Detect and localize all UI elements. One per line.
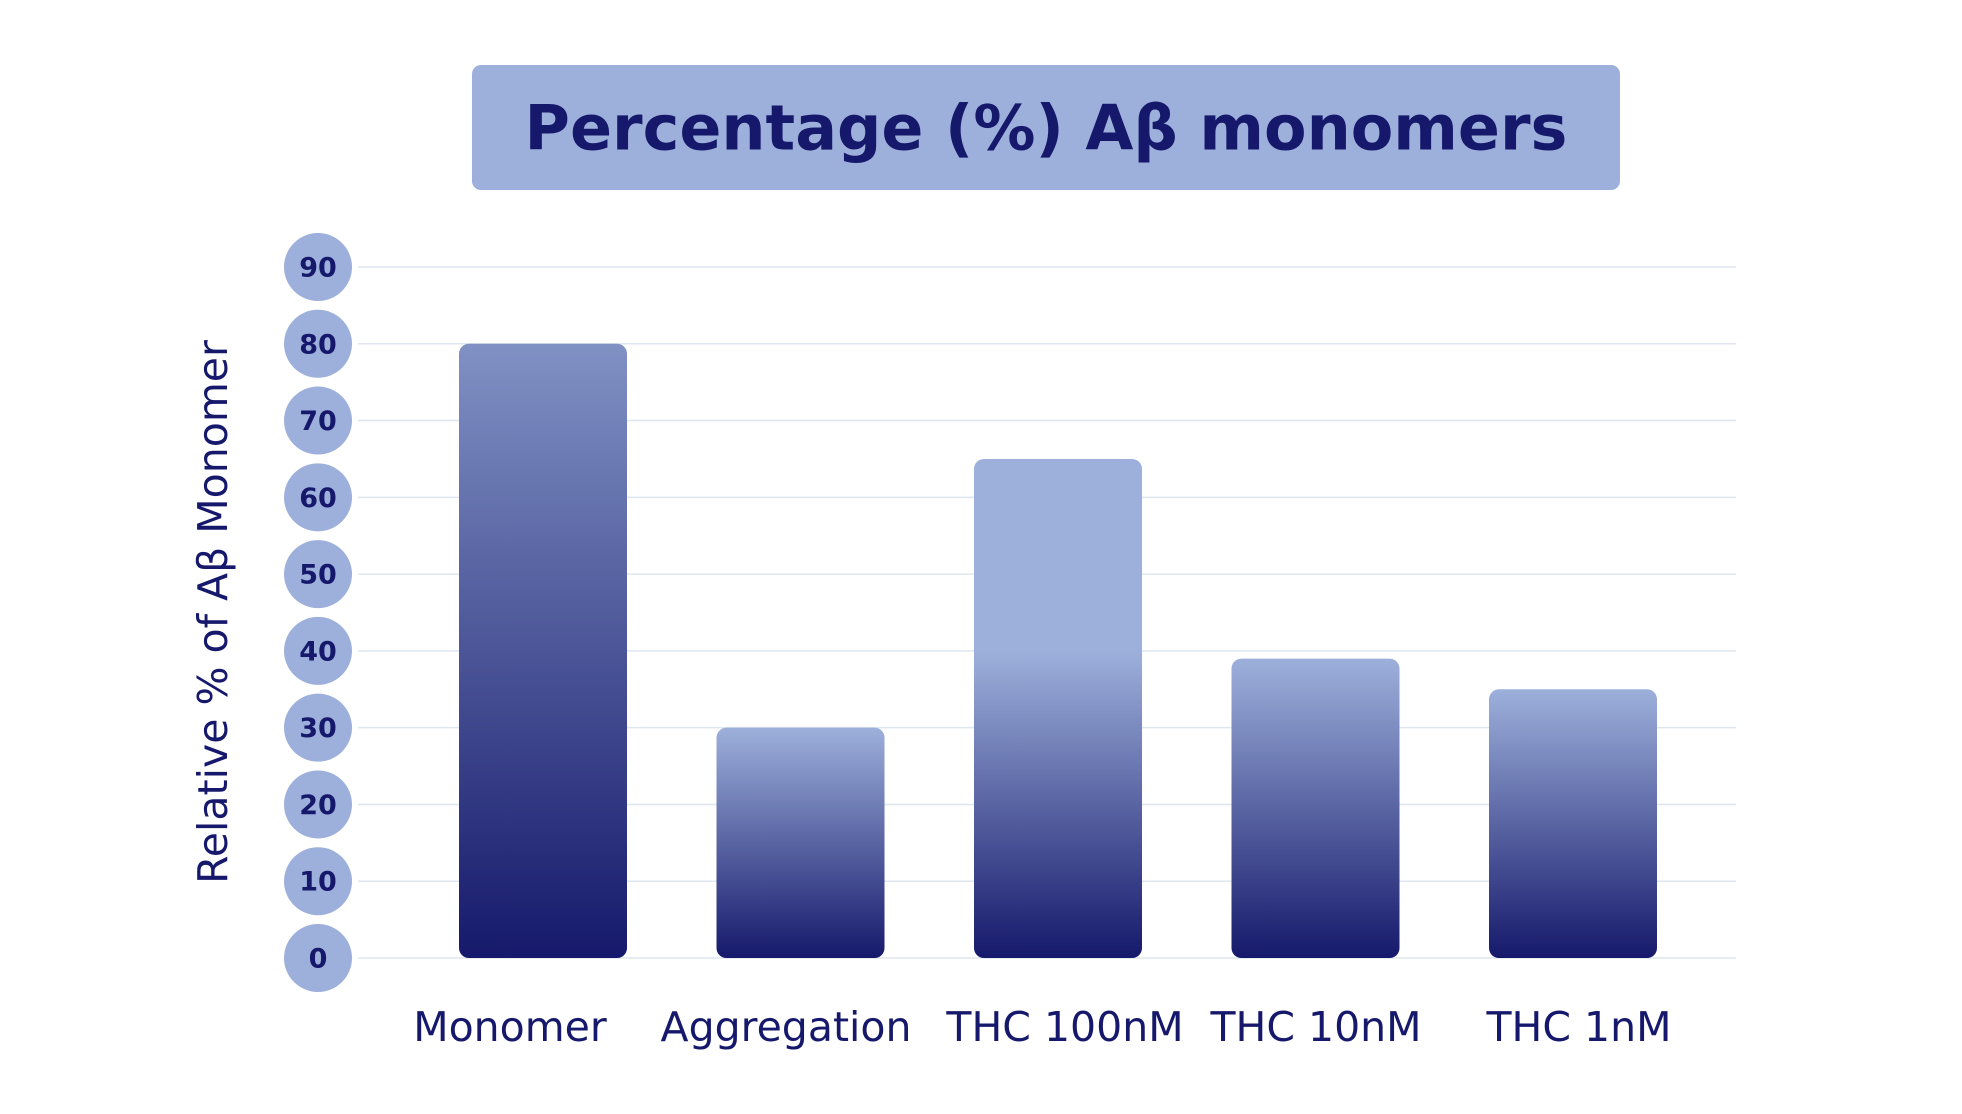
y-tick-badge <box>284 540 352 609</box>
y-tick-badge <box>284 386 352 455</box>
y-tick-label: 40 <box>299 636 337 667</box>
y-tick-label: 0 <box>309 944 328 975</box>
x-category-label: THC 1nM <box>1486 1003 1672 1051</box>
y-tick-badge <box>284 616 352 685</box>
y-tick-label: 10 <box>299 867 337 898</box>
chart-title: Percentage (%) Aβ monomers <box>525 92 1568 165</box>
bar-thc-1nm <box>1489 689 1657 958</box>
x-category-label: Monomer <box>413 1003 607 1051</box>
x-category-label: Aggregation <box>661 1003 912 1051</box>
y-tick-label: 90 <box>299 253 337 284</box>
x-category-label: THC 10nM <box>1209 1003 1421 1051</box>
y-tick-label: 70 <box>299 406 337 437</box>
y-axis-ticks: 0 10 20 30 40 50 60 70 80 90 <box>284 233 352 992</box>
x-category-label: THC 100nM <box>945 1003 1183 1051</box>
y-tick-badge <box>284 924 352 992</box>
y-tick-badge <box>284 309 352 378</box>
y-tick-badge <box>284 770 352 839</box>
bars <box>459 343 1657 958</box>
y-tick-badge <box>284 463 352 532</box>
bar-thc-10nm <box>1231 658 1400 958</box>
y-tick-label: 80 <box>299 329 337 360</box>
y-tick-label: 60 <box>299 483 337 514</box>
y-tick-badge <box>284 233 352 301</box>
bar-aggregation <box>716 727 885 958</box>
y-tick-badge <box>284 693 352 762</box>
x-axis-labels: Monomer Aggregation THC 100nM THC 10nM THC 1… <box>413 1003 1671 1051</box>
bar-thc-100nm <box>974 458 1142 958</box>
title-box <box>472 65 1620 190</box>
bar-monomer <box>459 343 627 958</box>
y-tick-label: 30 <box>299 713 337 744</box>
y-tick-label: 20 <box>299 790 337 821</box>
y-axis-label: Relative % of Aβ Monomer <box>189 340 237 884</box>
y-tick-badge <box>284 847 352 916</box>
y-tick-label: 50 <box>299 560 337 591</box>
